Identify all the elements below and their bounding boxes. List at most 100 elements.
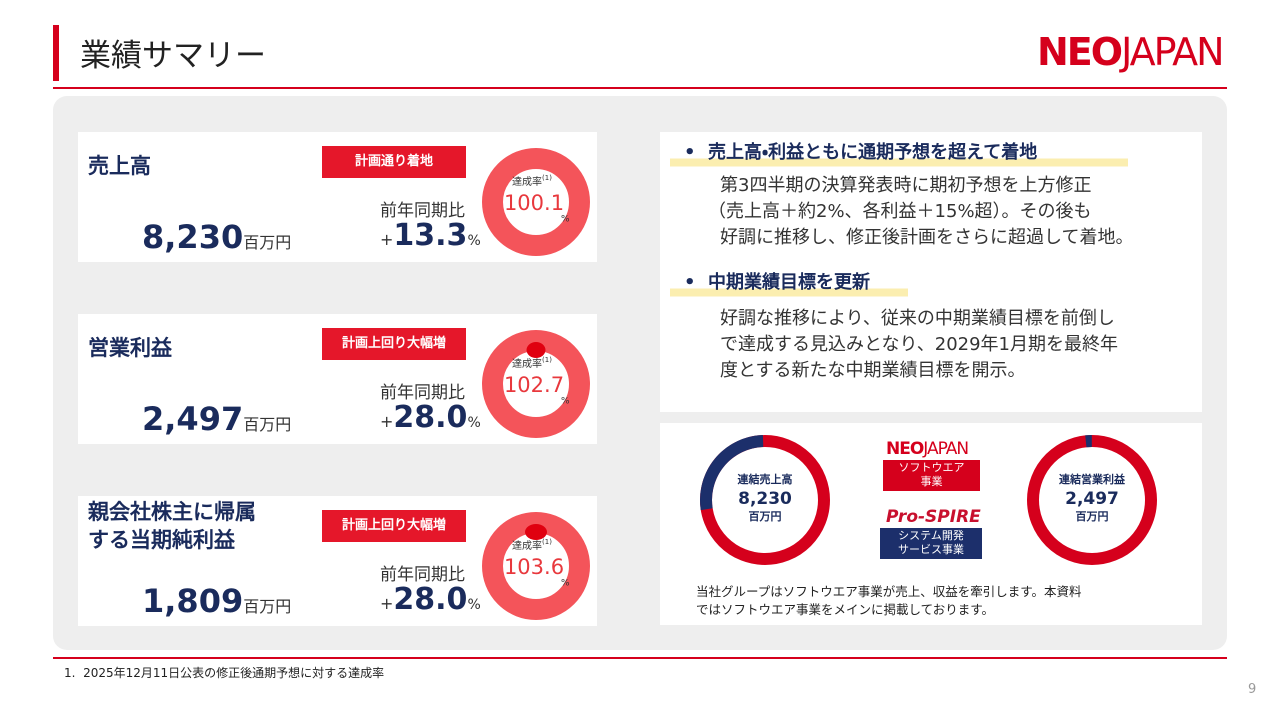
highlight-body: 好調な推移により、従来の中期業績目標を前倒し で達成する見込みとなり、2029年…: [708, 306, 1118, 384]
highlight-body: 第3四半期の決算発表時に期初予想を上方修正 （売上高＋約2%、各利益＋15%超）…: [708, 173, 1133, 251]
logo: NEOJAPAN: [1037, 30, 1225, 74]
yoy-label: 前年同期比: [380, 383, 465, 403]
software-label: ソフトウエア 事業: [883, 460, 980, 491]
status-badge: 計画上回り大幅増: [322, 328, 466, 360]
text-line: 親会社株主に帰属: [88, 500, 256, 524]
donut-ring: [482, 512, 590, 620]
text-line: サービス事業: [898, 543, 964, 556]
card-label: 売上高: [88, 152, 151, 180]
rate-note: (1): [542, 356, 552, 364]
donut-unit: 百万円: [749, 510, 782, 523]
kpi-value: 1,809百万円: [142, 582, 291, 620]
title-bar: [53, 25, 59, 81]
rate-label: 達成率(1): [512, 538, 552, 552]
kpi-card: 親会社株主に帰属 する当期純利益 計画上回り大幅増 1,809百万円 前年同期比 +28.…: [78, 496, 597, 626]
text-line: する当期純利益: [88, 528, 235, 552]
page-title: 業績サマリー: [80, 38, 266, 74]
yoy-number: 28.0: [393, 582, 468, 617]
yoy-sign: +: [380, 594, 394, 613]
value-number: 2,497: [142, 400, 244, 438]
donut-unit: 百万円: [1076, 510, 1109, 523]
highlight-heading: 中期業績目標を更新: [670, 270, 908, 300]
rate-value: 102.7: [504, 373, 564, 397]
kpi-card: 売上高 計画通り着地 8,230百万円 前年同期比 +13.3% 達成率(1) 100.1%: [78, 132, 597, 262]
logo-japan: JAPAN: [1121, 30, 1224, 74]
text-line: 売上高: [88, 154, 151, 178]
service-logo: Pro-SPIRE: [886, 507, 981, 527]
donut-overshoot: [525, 524, 547, 540]
rate-label-text: 達成率: [512, 358, 542, 370]
yoy-number: 28.0: [393, 400, 468, 435]
highlights-panel: 売上高・利益ともに通期予想を超えて着地 第3四半期の決算発表時に期初予想を上方修…: [660, 132, 1202, 412]
yoy-unit: %: [467, 597, 481, 613]
donut-overshoot: [526, 342, 546, 358]
donut-label: 連結営業利益: [1059, 472, 1126, 486]
yoy-value: +28.0%: [380, 582, 481, 617]
software-logo: NEOJAPAN: [886, 439, 969, 459]
value-unit: 百万円: [243, 415, 292, 434]
status-badge: 計画上回り大幅増: [322, 510, 466, 542]
rate-label: 達成率(1): [512, 356, 552, 370]
rate-donut: 達成率(1) 103.6%: [482, 512, 590, 620]
text-line: 事業: [920, 475, 943, 488]
text-line: 営業利益: [88, 336, 172, 360]
rate-value: 103.6: [504, 555, 564, 579]
text-line: 当社グループはソフトウエア事業が売上、収益を牽引します。本資料: [696, 584, 1082, 599]
rate-note: (1): [542, 174, 552, 182]
rate-donut: 達成率(1) 100.1%: [482, 148, 590, 256]
rate-label-text: 達成率: [512, 540, 542, 552]
card-label: 親会社株主に帰属 する当期純利益: [88, 498, 256, 554]
kpi-card: 営業利益 計画上回り大幅増 2,497百万円 前年同期比 +28.0% 達成率(1) 102…: [78, 314, 597, 444]
segment-donuts: 連結売上高 8,230 百万円 連結営業利益 2,497 百万円: [700, 435, 1157, 565]
text-line: ではソフトウエア事業をメインに掲載しております。: [696, 602, 995, 617]
value-number: 8,230: [142, 218, 244, 256]
footnote: 1. 2025年12月11日公表の修正後通期予想に対する達成率: [64, 664, 384, 681]
rate-unit: %: [561, 215, 570, 225]
text-line: 度とする新たな中期業績目標を開示。: [720, 360, 1026, 381]
yoy-sign: +: [380, 230, 394, 249]
text-line: ソフトウエア: [898, 461, 965, 474]
status-badge: 計画通り着地: [322, 146, 466, 178]
footnote-text: 2025年12月11日公表の修正後通期予想に対する達成率: [83, 666, 385, 680]
yoy-value: +28.0%: [380, 400, 481, 435]
donut-label: 連結売上高: [738, 472, 793, 486]
yoy-unit: %: [467, 415, 481, 431]
donut-value: 8,230: [738, 489, 792, 509]
rate-note: (1): [542, 538, 552, 546]
value-unit: 百万円: [243, 233, 292, 252]
text-line: 好調に推移し、修正後計画をさらに超過して着地。: [720, 227, 1134, 248]
donut-ring: [1027, 435, 1157, 565]
kpi-value: 8,230百万円: [142, 218, 291, 256]
donut-ring: [482, 330, 590, 438]
yoy-value: +13.3%: [380, 218, 481, 253]
service-label: システム開発 サービス事業: [880, 528, 982, 559]
rate-value: 100.1: [504, 191, 564, 215]
highlight-heading: 売上高・利益ともに通期予想を超えて着地: [670, 140, 1128, 170]
donut-ring: [482, 148, 590, 256]
rate-donut: 達成率(1) 102.7%: [482, 330, 590, 438]
logo-neo: NEO: [1037, 30, 1123, 74]
segment-note: 当社グループはソフトウエア事業が売上、収益を牽引します。本資料 ではソフトウエア…: [696, 583, 1082, 619]
rate-unit: %: [561, 579, 570, 589]
yoy-label: 前年同期比: [380, 565, 465, 585]
segments-panel: 連結売上高 8,230 百万円 連結営業利益 2,497 百万円 NEOJAPA…: [660, 423, 1202, 625]
logo-neo: NEO: [886, 439, 924, 459]
kpi-value: 2,497百万円: [142, 400, 291, 438]
text-line: システム開発: [898, 529, 964, 542]
card-label: 営業利益: [88, 334, 172, 362]
logo-japan: JAPAN: [923, 439, 969, 459]
yoy-sign: +: [380, 412, 394, 431]
text-line: （売上高＋約2%、各利益＋15%超）。その後も: [708, 201, 1092, 222]
header-rule: [53, 87, 1227, 89]
value-unit: 百万円: [243, 597, 292, 616]
footnote-number: 1.: [64, 666, 76, 680]
yoy-label: 前年同期比: [380, 201, 465, 221]
donut-value: 2,497: [1065, 489, 1119, 509]
yoy-number: 13.3: [393, 218, 468, 253]
footer-rule: [53, 657, 1227, 659]
value-number: 1,809: [142, 582, 244, 620]
rate-unit: %: [561, 397, 570, 407]
text-line: 第3四半期の決算発表時に期初予想を上方修正: [720, 175, 1092, 196]
page-number: 9: [1248, 682, 1257, 697]
